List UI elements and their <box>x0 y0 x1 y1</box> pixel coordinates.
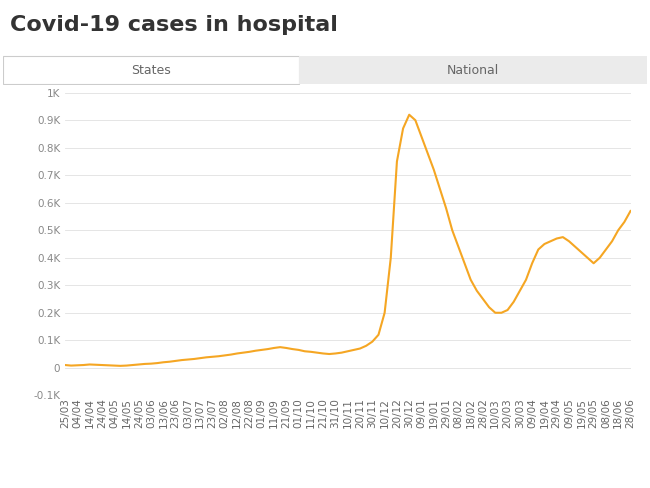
Text: National: National <box>447 64 499 77</box>
FancyBboxPatch shape <box>3 56 299 84</box>
Text: States: States <box>131 64 171 77</box>
FancyBboxPatch shape <box>299 56 647 84</box>
Text: Covid-19 cases in hospital: Covid-19 cases in hospital <box>10 15 337 35</box>
